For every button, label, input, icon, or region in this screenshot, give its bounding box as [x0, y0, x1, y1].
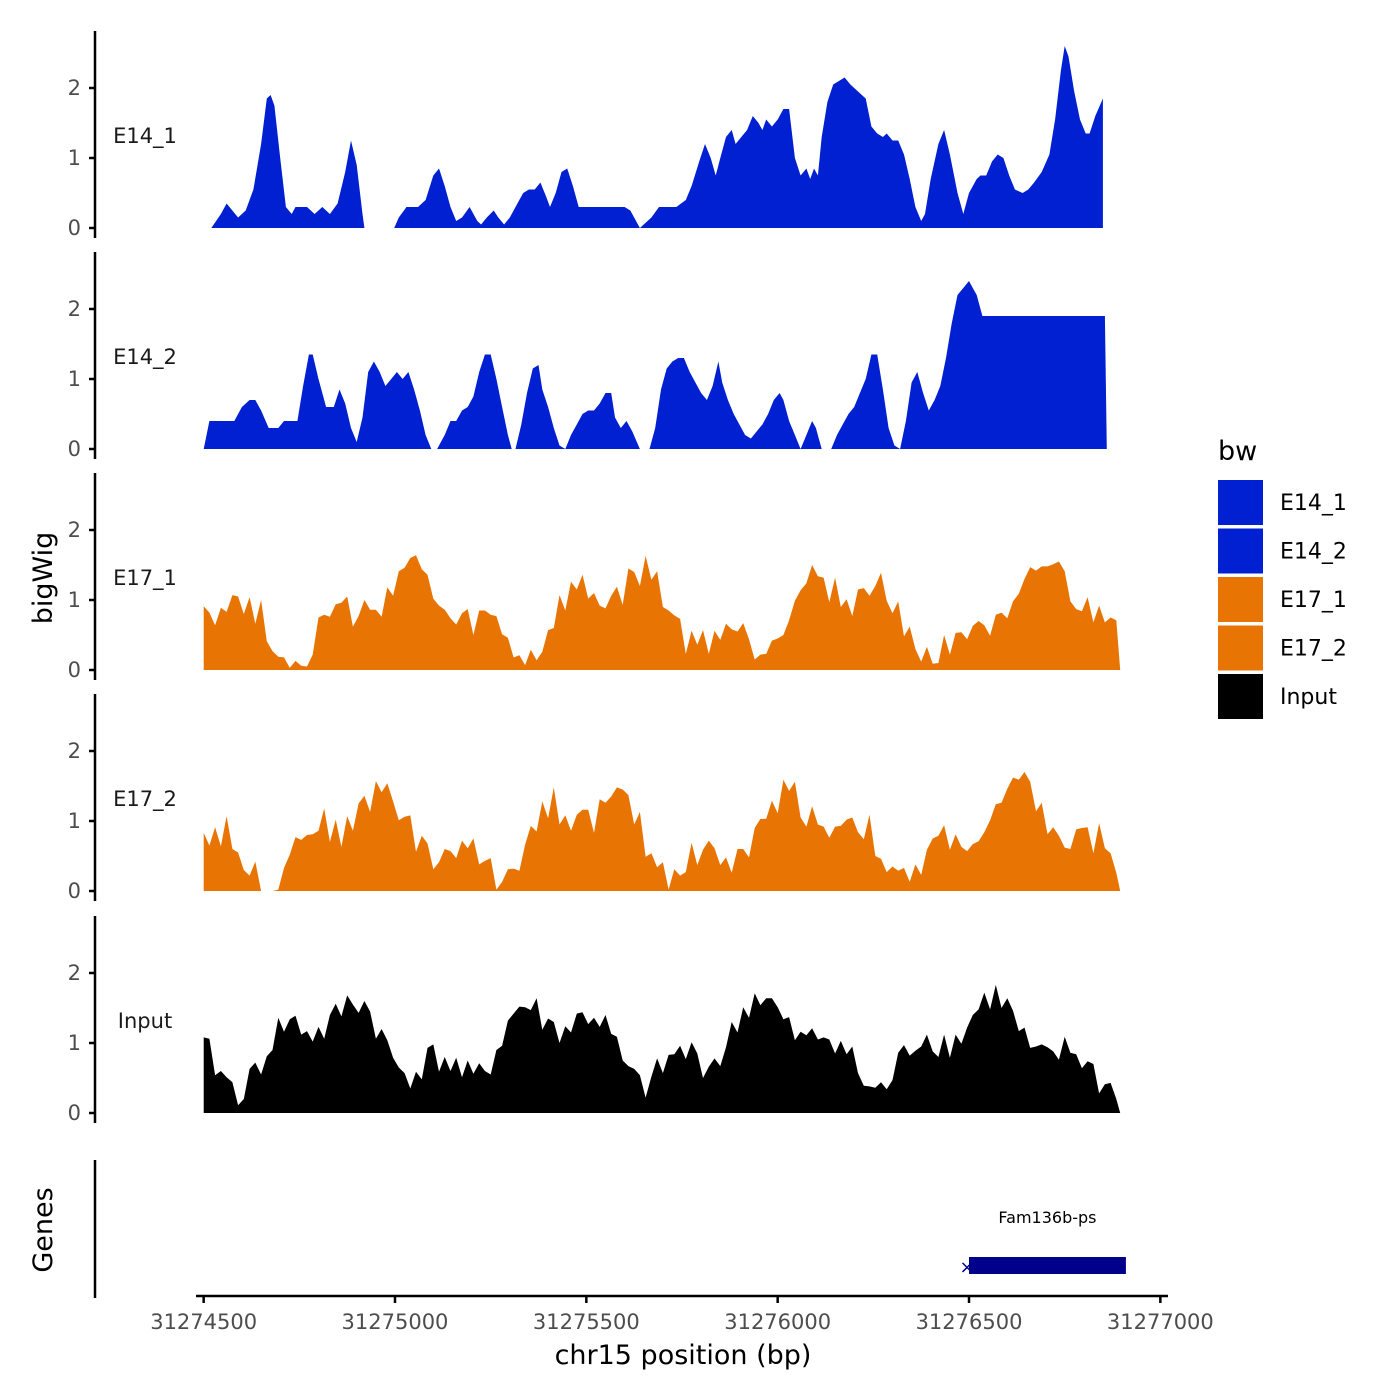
gene-track-title: Genes: [28, 1187, 59, 1272]
track-Input: 0 1 2 Input: [68, 916, 1121, 1125]
legend-swatch: [1218, 480, 1263, 525]
y-tick-label: 1: [68, 367, 81, 391]
track-E14_2: 0 1 2 E14_2: [68, 252, 1107, 461]
signal-area-Input: [203, 984, 1121, 1113]
legend-title: bw: [1218, 436, 1257, 467]
y-axis-title: bigWig: [28, 532, 59, 625]
legend-swatch: [1218, 625, 1263, 671]
y-tick-label: 1: [68, 588, 81, 612]
signal-area-E17_2: [203, 772, 1121, 891]
signal-area-E14_1: [211, 46, 1103, 228]
x-axis: 31274500 31275000 31275500 31276000 31276500…: [150, 1294, 1214, 1334]
track-label: E17_1: [113, 566, 177, 591]
track-label: Input: [118, 1009, 172, 1033]
y-tick-label: 0: [68, 658, 81, 682]
y-tick-label: 2: [68, 518, 81, 542]
track-E14_1: 0 1 2 E14_1: [68, 31, 1103, 240]
y-tick-label: 2: [68, 297, 81, 321]
legend-label: E14_1: [1280, 491, 1347, 516]
gene-body: [969, 1257, 1126, 1274]
legend-swatch: [1218, 528, 1263, 574]
legend-swatch: [1218, 577, 1263, 622]
track-label: E17_2: [113, 787, 177, 812]
y-tick-label: 1: [68, 146, 81, 170]
track-E17_1: 0 1 2 E17_1: [68, 473, 1121, 682]
y-tick-label: 0: [68, 1101, 81, 1125]
legend-swatch: [1218, 674, 1263, 719]
signal-area-E14_2: [203, 281, 1107, 449]
y-tick-label: 0: [68, 216, 81, 240]
x-tick-label: 31276000: [724, 1310, 831, 1334]
y-tick-label: 0: [68, 437, 81, 461]
y-tick-label: 1: [68, 809, 81, 833]
track-label: E14_1: [113, 124, 177, 149]
track-label: E14_2: [113, 345, 177, 370]
legend: bw E14_1 E14_2 E17_1 E17_2 Input: [1218, 436, 1347, 719]
y-tick-label: 2: [68, 961, 81, 985]
gene-track: × Fam136b-ps: [93, 1160, 1126, 1298]
x-tick-label: 31276500: [916, 1310, 1023, 1334]
signal-tracks: 0 1 2 E14_1 0 1 2 E14_2 0 1 2 E17_1 0 1 2 E17_2 0 1 2 Input: [68, 31, 1121, 1125]
y-tick-label: 2: [68, 76, 81, 100]
x-tick-label: 31274500: [150, 1310, 257, 1334]
legend-label: E17_2: [1280, 637, 1347, 662]
x-tick-label: 31275500: [533, 1310, 640, 1334]
x-tick-label: 31275000: [342, 1310, 449, 1334]
signal-area-E17_1: [203, 555, 1121, 670]
x-tick-label: 31277000: [1107, 1310, 1214, 1334]
legend-label: E14_2: [1280, 540, 1347, 565]
y-tick-label: 1: [68, 1031, 81, 1055]
x-axis-title: chr15 position (bp): [555, 1340, 812, 1371]
y-tick-label: 2: [68, 739, 81, 763]
legend-label: E17_1: [1280, 588, 1347, 613]
y-tick-label: 0: [68, 879, 81, 903]
track-E17_2: 0 1 2 E17_2: [68, 694, 1121, 903]
gene-label: Fam136b-ps: [998, 1208, 1096, 1227]
legend-label: Input: [1280, 685, 1337, 710]
gene-start-marker: ×: [959, 1257, 974, 1278]
